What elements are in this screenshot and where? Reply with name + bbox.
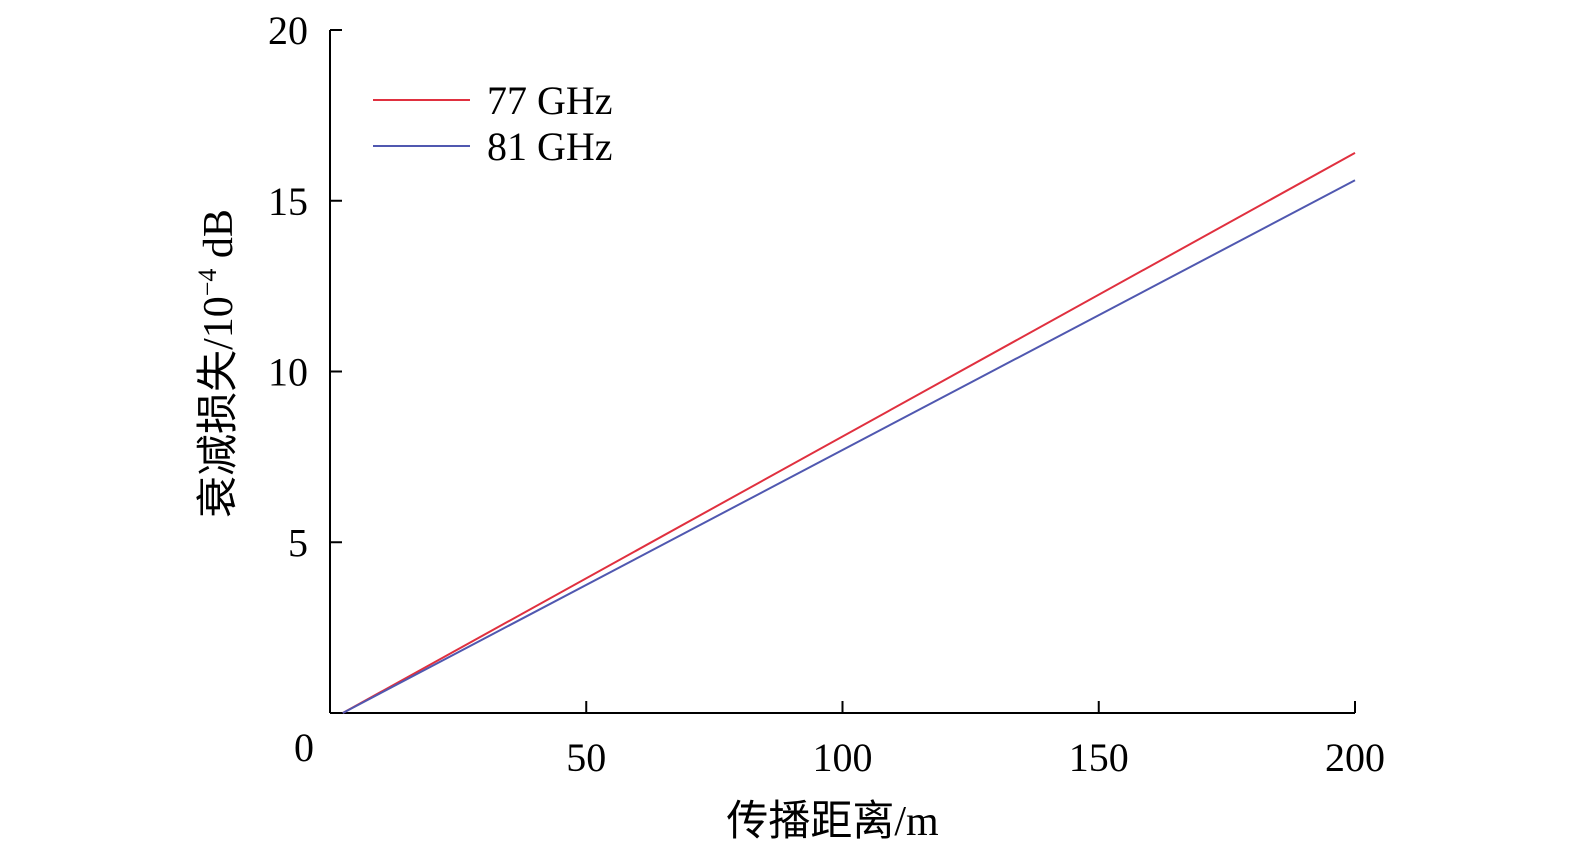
y-tick-label: 5 bbox=[288, 520, 308, 565]
y-tick-label: 15 bbox=[268, 179, 308, 224]
x-tick-label: 150 bbox=[1069, 735, 1129, 780]
series-line-2 bbox=[342, 179, 1356, 714]
y-tick-label: 10 bbox=[268, 350, 308, 395]
y-axis-title-exponent: −4 bbox=[193, 269, 222, 297]
y-tick-label: 20 bbox=[268, 8, 308, 53]
x-tick-label: 100 bbox=[813, 735, 873, 780]
y-axis-title-main: 衰减损失/10 bbox=[196, 296, 242, 518]
x-ticks: 50 100 150 200 bbox=[566, 701, 1385, 780]
origin-tick-label: 0 bbox=[294, 725, 314, 770]
x-axis-title: 传播距离/m bbox=[726, 798, 939, 845]
axes bbox=[329, 30, 1355, 714]
y-axis-title-unit: dB bbox=[196, 209, 242, 269]
series-line-1 bbox=[342, 152, 1356, 714]
legend-label-1: 77 GHz bbox=[487, 78, 613, 123]
y-axis-title: 衰减损失/10−4 dB bbox=[193, 209, 242, 518]
x-tick-label: 200 bbox=[1325, 735, 1385, 780]
series-group bbox=[342, 152, 1356, 714]
y-ticks: 5 10 15 20 bbox=[268, 8, 342, 565]
legend-label-2: 81 GHz bbox=[487, 124, 613, 169]
x-tick-label: 50 bbox=[566, 735, 606, 780]
